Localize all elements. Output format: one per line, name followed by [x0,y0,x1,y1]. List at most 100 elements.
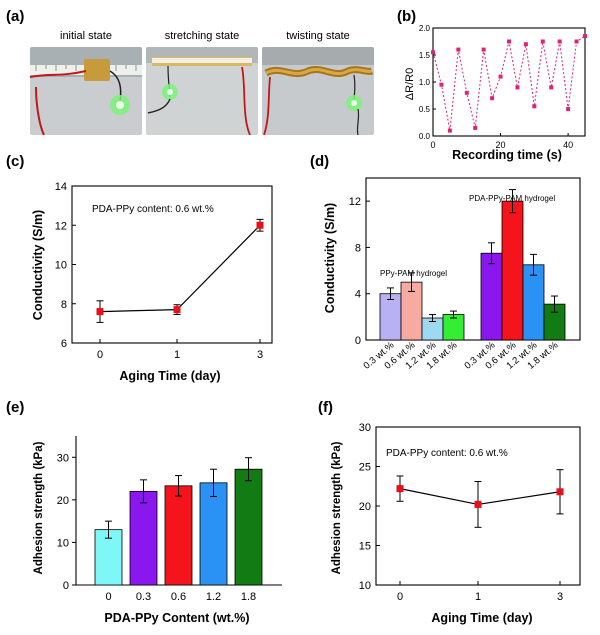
chart-b-ytick-label: 0.0 [419,132,431,141]
chart-c-xtick-label: 3 [257,349,263,361]
chart-f-point [474,500,482,508]
panel-b-label: (b) [397,8,417,25]
chart-f-point [556,488,564,496]
chart-c-conductivity-aging: 0 1 3 6 8 10 12 14 PDA-PPy content: 0.6 wt.% A… [31,181,273,383]
chart-c-ytick-label: 12 [55,220,67,232]
photo-caption-twisting: twisting state [286,30,350,42]
chart-f-ytick-label: 15 [359,541,371,553]
chart-b-ytick-label: 1.0 [419,78,431,87]
chart-b-point [566,107,571,111]
chart-b-point [583,34,587,39]
panel-f-label: (f) [318,399,333,416]
chart-e-xtick-label: 1.8 [241,591,256,603]
chart-b-ytick-label: 2.0 [419,24,431,33]
chart-b-point [431,50,435,55]
chart-e-bar [164,485,193,586]
chart-b-ytick-label: 0.5 [419,105,431,114]
chart-b-point [473,125,478,130]
chart-d-group2-name: PDA-PPy-PAM hydrogel [469,194,555,203]
panel-e-label: (e) [6,399,25,416]
chart-b-xtick-label: 20 [496,140,506,150]
chart-b-point [490,96,495,101]
chart-f-ytick-label: 25 [359,462,371,474]
chart-c-annotation: PDA-PPy content: 0.6 wt.% [92,204,214,215]
chart-c-ytick-label: 8 [61,299,67,311]
chart-d-ytick-label: 0 [355,335,361,347]
chart-e-xtick-label: 0 [105,591,111,603]
chart-c-series-line [99,224,261,313]
chart-b-xtick-label: 40 [563,140,573,150]
chart-c-ylabel: Conductivity (S/m) [31,210,45,320]
chart-f-xlabel: Aging Time (day) [431,611,532,625]
chart-b-point [540,39,545,44]
chart-b-point [464,90,469,95]
chart-d-conductivity-content: 0.3 wt.%0.6 wt.%1.2 wt.%1.8 wt.% 0.3 wt.%… [323,177,581,372]
chart-b-point [439,82,444,87]
chart-f-ytick-label: 30 [359,422,371,434]
chart-e-bar [129,490,158,586]
chart-c-point [96,308,104,316]
chart-c-xtick-label: 0 [97,349,103,361]
chart-c-point [256,221,264,229]
chart-b-series-line [432,35,586,131]
chart-e-ytick-label: 0 [63,580,69,592]
chart-f-annotation: PDA-PPy content: 0.6 wt.% [386,448,508,459]
chart-e-adhesion-content: 0 0.3 0.6 1.2 1.8 0 10 20 30 PDA-PPy Content (w… [33,436,282,625]
chart-f-adhesion-aging: 0 1 3 10 15 20 25 30 PDA-PPy content: 0.6 wt.%… [331,422,581,625]
chart-e-bar [199,482,228,586]
chart-d-ylabel: Conductivity (S/m) [323,203,337,313]
chart-d-bar [379,293,402,341]
chart-b-point [532,104,537,109]
chart-e-bar [234,468,263,586]
chart-f-xtick-label: 1 [475,591,481,603]
chart-f-ylabel: Adhesion strength (kPa) [331,441,343,574]
chart-b-point [574,39,579,44]
chart-b-point [523,42,528,47]
chart-b-point [481,47,486,52]
photo-caption-stretching: stretching state [164,30,240,42]
chart-c-xtick-label: 1 [174,349,180,361]
chart-b-xlabel: Recording time (s) [452,148,562,162]
chart-b-ytick-label: 1.5 [419,51,431,60]
chart-b-point [447,128,452,133]
chart-f-ytick-label: 20 [359,501,371,513]
chart-b-point [456,47,461,52]
chart-b-point [507,39,511,44]
chart-e-bar [94,529,123,586]
chart-f-xtick-label: 0 [397,591,403,603]
chart-b-point [557,39,562,44]
chart-c-ytick-label: 10 [55,260,67,272]
chart-c-ytick-label: 6 [61,338,67,350]
chart-d-ytick-label: 8 [355,242,361,254]
photo-stretching-state [146,47,258,135]
chart-b-xtick-label: 0 [430,140,435,150]
panel-d-label: (d) [310,153,330,170]
chart-e-xtick-label: 0.3 [136,591,151,603]
chart-b-ylabel: ΔR/R0 [404,68,416,100]
chart-d-ytick-label: 4 [355,289,361,301]
chart-e-ylabel: Adhesion strength (kPa) [33,441,45,574]
chart-c-point [173,306,181,314]
chart-e-xtick-label: 0.6 [171,591,186,603]
chart-d-bar [501,200,524,341]
chart-f-ytick-label: 10 [359,580,371,592]
chart-f-xtick-label: 3 [557,591,563,603]
chart-e-ytick-label: 30 [57,452,69,464]
chart-d-frame [365,177,581,341]
chart-e-xlabel: PDA-PPy Content (wt.%) [104,611,249,625]
photo-twisting-state [262,47,374,135]
chart-d-group1-name: PPy-PAM hydrogel [380,269,447,278]
chart-c-xlabel: Aging Time (day) [119,369,220,383]
chart-b-point [549,85,554,90]
chart-b-resistance: 0 20 40 0.0 0.5 1.0 1.5 2.0 Recording time (s)… [404,24,587,162]
chart-e-ytick-label: 20 [57,495,69,507]
chart-c-ytick-label: 14 [55,181,67,193]
chart-d-ytick-label: 12 [349,196,361,208]
photo-caption-initial: initial state [60,30,112,42]
chart-b-frame [432,27,586,137]
chart-d-bar [480,252,503,341]
chart-b-point [515,85,520,90]
chart-e-ytick-label: 10 [57,537,69,549]
panel-a-label: (a) [6,8,25,25]
panel-c-label: (c) [6,153,25,170]
